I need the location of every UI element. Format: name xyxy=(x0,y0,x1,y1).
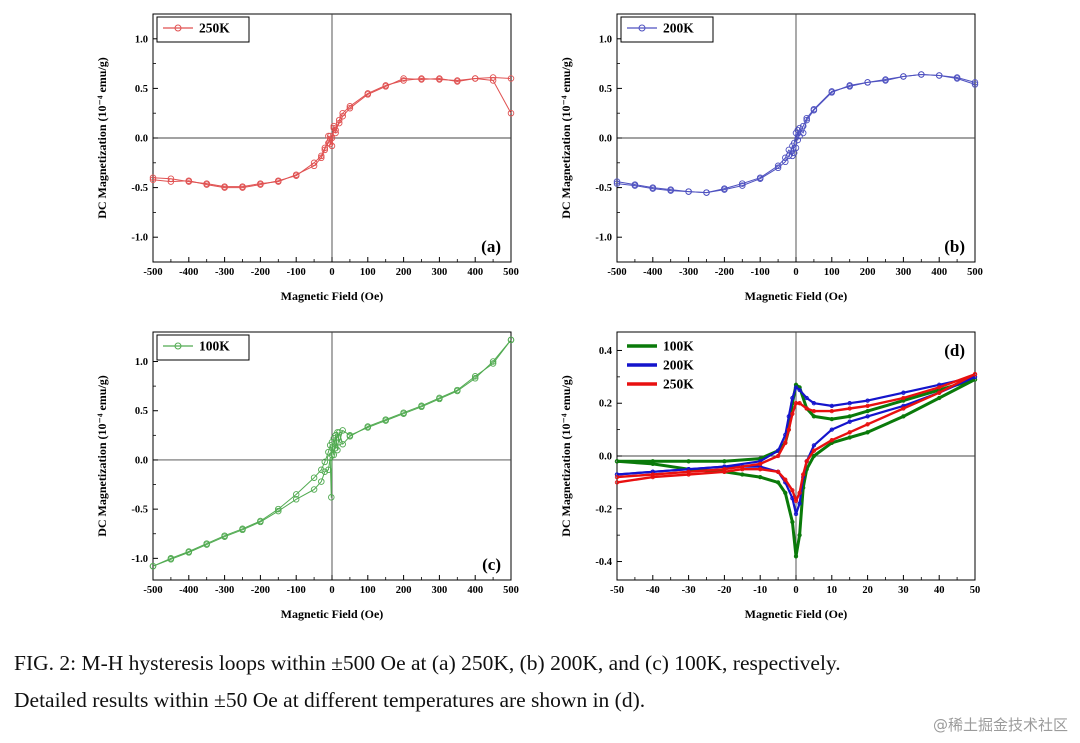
svg-text:-200: -200 xyxy=(251,267,270,278)
figure-caption-line-1: FIG. 2: M-H hysteresis loops within ±500… xyxy=(14,651,841,675)
svg-text:0.0: 0.0 xyxy=(135,134,148,145)
svg-text:400: 400 xyxy=(467,267,483,278)
svg-text:-50: -50 xyxy=(610,585,624,596)
svg-text:-20: -20 xyxy=(717,585,731,596)
svg-text:-30: -30 xyxy=(682,585,696,596)
figure-panels-grid: -500 -400 -300 -200 -100 0 100 200 300 400 500 -1.0… xyxy=(93,6,987,624)
svg-text:100: 100 xyxy=(360,267,376,278)
svg-text:200: 200 xyxy=(860,267,876,278)
svg-text:-300: -300 xyxy=(215,267,234,278)
svg-text:-400: -400 xyxy=(643,267,662,278)
svg-text:200K: 200K xyxy=(663,358,694,373)
svg-text:-200: -200 xyxy=(251,585,270,596)
svg-text:(d): (d) xyxy=(944,341,965,360)
svg-text:(c): (c) xyxy=(482,555,501,574)
svg-text:-10: -10 xyxy=(753,585,767,596)
chart-d-detail: -50 -40 -30 -20 -10 0 10 20 30 40 50 -0.4 -0.2 0.0 0.2… xyxy=(559,331,981,621)
svg-text:DC Magnetization (10⁻⁴ emu/g): DC Magnetization (10⁻⁴ emu/g) xyxy=(559,375,573,537)
chart-b-200k: -500 -400 -300 -200 -100 0 100 200 300 400 500 -1.0… xyxy=(559,13,983,303)
svg-text:400: 400 xyxy=(931,267,947,278)
svg-text:0: 0 xyxy=(329,585,334,596)
svg-text:-100: -100 xyxy=(287,267,306,278)
svg-text:DC Magnetization (10⁻⁴ emu/g): DC Magnetization (10⁻⁴ emu/g) xyxy=(95,375,109,537)
svg-text:-400: -400 xyxy=(179,267,198,278)
panel-a: -500 -400 -300 -200 -100 0 100 200 300 400 500 -1.0… xyxy=(93,6,523,306)
svg-text:(b): (b) xyxy=(944,237,965,256)
svg-text:500: 500 xyxy=(503,585,519,596)
svg-text:0.0: 0.0 xyxy=(599,134,612,145)
svg-text:-300: -300 xyxy=(679,267,698,278)
svg-text:0.5: 0.5 xyxy=(599,84,612,95)
svg-text:100: 100 xyxy=(360,585,376,596)
svg-text:-100: -100 xyxy=(287,585,306,596)
chart-c-100k: -500 -400 -300 -200 -100 0 100 200 300 400 500 -1.0… xyxy=(95,331,519,621)
svg-text:-500: -500 xyxy=(607,267,626,278)
svg-text:500: 500 xyxy=(503,267,519,278)
svg-text:300: 300 xyxy=(432,585,448,596)
svg-text:(a): (a) xyxy=(481,237,501,256)
svg-text:50: 50 xyxy=(970,585,981,596)
panel-b: -500 -400 -300 -200 -100 0 100 200 300 400 500 -1.0… xyxy=(557,6,987,306)
svg-text:0: 0 xyxy=(329,267,334,278)
svg-text:-0.5: -0.5 xyxy=(595,183,612,194)
svg-text:250K: 250K xyxy=(663,377,694,392)
svg-text:-40: -40 xyxy=(646,585,660,596)
svg-text:400: 400 xyxy=(467,585,483,596)
panel-c: -500 -400 -300 -200 -100 0 100 200 300 400 500 -1.0… xyxy=(93,324,523,624)
svg-text:1.0: 1.0 xyxy=(135,34,148,45)
svg-text:0: 0 xyxy=(793,267,798,278)
svg-text:300: 300 xyxy=(432,267,448,278)
svg-text:DC Magnetization (10⁻⁴ emu/g): DC Magnetization (10⁻⁴ emu/g) xyxy=(559,57,573,219)
svg-text:-100: -100 xyxy=(751,267,770,278)
svg-text:300: 300 xyxy=(896,267,912,278)
svg-text:-1.0: -1.0 xyxy=(131,233,148,244)
watermark: @稀土掘金技术社区 xyxy=(932,716,1068,734)
svg-text:Magnetic Field (Oe): Magnetic Field (Oe) xyxy=(745,289,848,303)
svg-text:30: 30 xyxy=(898,585,909,596)
svg-text:200: 200 xyxy=(396,585,412,596)
svg-text:250K: 250K xyxy=(199,21,230,36)
svg-text:0: 0 xyxy=(793,585,798,596)
figure-caption-line-2: Detailed results within ±50 Oe at differ… xyxy=(14,687,646,712)
svg-text:200K: 200K xyxy=(663,21,694,36)
svg-text:0.4: 0.4 xyxy=(599,346,613,357)
svg-text:10: 10 xyxy=(827,585,838,596)
svg-text:1.0: 1.0 xyxy=(599,34,612,45)
svg-text:-0.5: -0.5 xyxy=(131,505,148,516)
svg-text:40: 40 xyxy=(934,585,945,596)
svg-text:-1.0: -1.0 xyxy=(131,554,148,565)
svg-text:0.0: 0.0 xyxy=(135,455,148,466)
svg-text:-0.5: -0.5 xyxy=(131,183,148,194)
svg-text:-500: -500 xyxy=(143,585,162,596)
svg-text:100K: 100K xyxy=(663,339,694,354)
svg-text:500: 500 xyxy=(967,267,983,278)
svg-text:Magnetic Field (Oe): Magnetic Field (Oe) xyxy=(281,607,384,621)
svg-text:100K: 100K xyxy=(199,339,230,354)
svg-text:0.2: 0.2 xyxy=(599,399,612,410)
svg-text:200: 200 xyxy=(396,267,412,278)
svg-text:-0.2: -0.2 xyxy=(595,504,612,515)
svg-text:-400: -400 xyxy=(179,585,198,596)
svg-text:-500: -500 xyxy=(143,267,162,278)
svg-text:100: 100 xyxy=(824,267,840,278)
svg-text:-200: -200 xyxy=(715,267,734,278)
svg-text:Magnetic Field (Oe): Magnetic Field (Oe) xyxy=(745,607,848,621)
svg-text:-300: -300 xyxy=(215,585,234,596)
svg-text:20: 20 xyxy=(862,585,873,596)
panel-d: -50 -40 -30 -20 -10 0 10 20 30 40 50 -0.4 -0.2 0.0 0.2… xyxy=(557,324,987,624)
svg-text:DC Magnetization (10⁻⁴ emu/g): DC Magnetization (10⁻⁴ emu/g) xyxy=(95,57,109,219)
svg-text:0.5: 0.5 xyxy=(135,406,148,417)
svg-text:0.5: 0.5 xyxy=(135,84,148,95)
svg-text:0.0: 0.0 xyxy=(599,452,612,463)
svg-text:Magnetic Field (Oe): Magnetic Field (Oe) xyxy=(281,289,384,303)
svg-text:-0.4: -0.4 xyxy=(595,557,612,568)
svg-text:-1.0: -1.0 xyxy=(595,233,612,244)
svg-text:1.0: 1.0 xyxy=(135,357,148,368)
chart-a-250k: -500 -400 -300 -200 -100 0 100 200 300 400 500 -1.0… xyxy=(95,13,519,303)
